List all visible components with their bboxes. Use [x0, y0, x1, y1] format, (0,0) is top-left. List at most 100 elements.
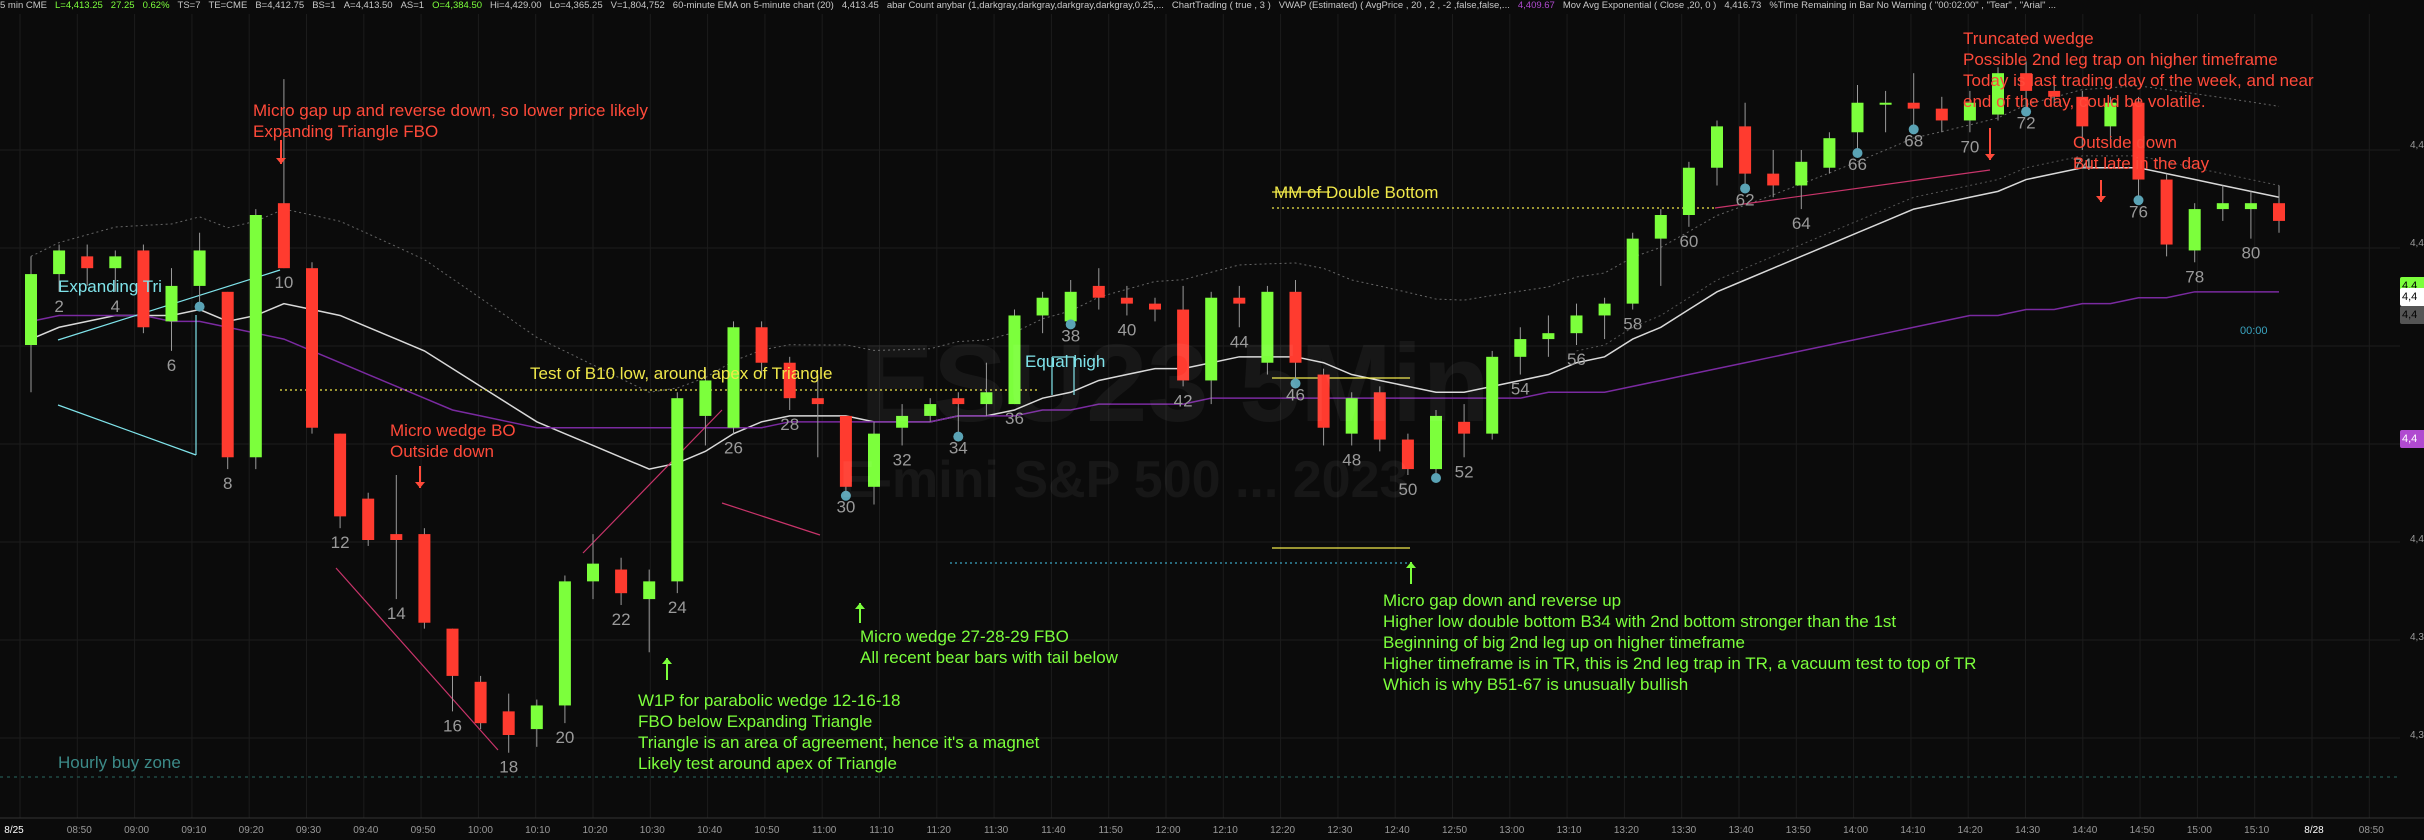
arrow-micro-gap-down-head [1406, 562, 1416, 568]
header-field: A=4,413.50 [343, 0, 393, 11]
candle-body [558, 581, 571, 706]
header-field: 0.62% [142, 0, 170, 11]
header-field: VWAP (Estimated) ( AvgPrice , 20 , 2 , -… [1278, 0, 1510, 11]
header-field: %Time Remaining in Bar No Warning ( "00:… [1769, 0, 2057, 11]
bar-label: 2 [54, 297, 63, 316]
candle-body [1261, 291, 1274, 363]
header-field: TS=7 [177, 0, 201, 11]
annotation-expanding-tri: Expanding Tri [58, 277, 162, 296]
candle-body [924, 404, 937, 416]
time-axis-label: 13:40 [1728, 825, 1754, 836]
arrow-w1p-head [662, 658, 672, 664]
header-field: Lo=4,365.25 [549, 0, 603, 11]
candle-body [390, 534, 403, 540]
candle-body [699, 380, 712, 416]
channel-bands [30, 85, 2280, 393]
time-axis-label: 12:20 [1270, 825, 1296, 836]
candle-body [137, 250, 150, 328]
bar-label: 40 [1117, 320, 1136, 339]
candle-body [587, 563, 599, 582]
candle-body [418, 534, 431, 623]
signal-dot [2133, 195, 2144, 206]
candle-body [1177, 309, 1190, 381]
arrow-truncated-wedge-head [1985, 154, 1995, 160]
candle-body [1992, 73, 2004, 115]
candle-body [1514, 339, 1527, 357]
candle-body [755, 327, 768, 363]
time-axis-label: 12:10 [1212, 825, 1238, 836]
time-axis-label: 8/25 [4, 825, 24, 836]
bar-label: 54 [1511, 380, 1530, 399]
header-field: TE=CME [208, 0, 248, 11]
candle-body [1654, 215, 1667, 239]
arrow-outside-down-head [2096, 196, 2106, 202]
header-field: BS=1 [312, 0, 336, 11]
time-axis-label: 10:50 [754, 825, 780, 836]
time-axis-label: 11:00 [812, 825, 837, 836]
candle-body [306, 268, 318, 428]
signal-dot [1290, 378, 1301, 389]
annotation-micro-gap-down: Micro gap down and reverse up Higher low… [1383, 591, 1977, 694]
time-axis-label: 11:50 [1098, 825, 1123, 836]
signal-dot [1740, 183, 1751, 194]
bar-label: 26 [724, 439, 743, 458]
annotation-w1p: W1P for parabolic wedge 12-16-18 FBO bel… [638, 691, 1040, 773]
candle-body [362, 498, 375, 540]
parabolic-wedge-line [335, 567, 499, 751]
candle-body [193, 250, 206, 286]
header-field: 4,416.73 [1724, 0, 1762, 11]
candle-body [334, 433, 347, 517]
time-axis-label: 10:10 [525, 825, 551, 836]
bar-label: 78 [2185, 267, 2204, 286]
candle-body [1486, 356, 1499, 434]
candle-body [165, 285, 178, 322]
candle-body [1598, 303, 1611, 316]
header-field: L=4,413.25 [54, 0, 103, 11]
signal-dot [1065, 319, 1076, 330]
candle-body [2216, 203, 2229, 210]
candle-body [2048, 90, 2061, 97]
candle-body [1963, 102, 1976, 121]
time-axis-label: 13:00 [1499, 825, 1525, 836]
annotation-micro-wedge-fbo: Micro wedge 27-28-29 FBO All recent bear… [860, 627, 1118, 667]
header-field: 4,413.45 [841, 0, 879, 11]
signal-dot [840, 490, 851, 501]
time-axis-label: 13:20 [1613, 825, 1639, 836]
bar-label: 30 [836, 498, 855, 517]
candle-body [446, 628, 459, 676]
annotation-outside-down: Outside down But late in the day [2073, 133, 2210, 173]
candle-body [1879, 102, 1892, 105]
candle-body [2273, 203, 2285, 221]
header-field: Mov Avg Exponential ( Close ,20, 0 ) [1562, 0, 1717, 11]
bar-label: 60 [1679, 232, 1698, 251]
time-axis-label: 12:50 [1441, 825, 1468, 836]
price-axis-label: 4,3 [2410, 632, 2424, 643]
time-axis-label: 14:10 [1900, 825, 1926, 836]
candle-body [1767, 173, 1780, 186]
candle-body [221, 291, 234, 458]
time-axis-label: 8/28 [2304, 825, 2324, 836]
truncated-wedge-line [1714, 169, 1991, 209]
annotation-equal-high: Equal high [1025, 352, 1106, 371]
time-axis-label: 14:30 [2014, 825, 2041, 836]
candle-body [1149, 303, 1161, 310]
ema-path [30, 166, 2280, 470]
time-axis-label: 15:00 [2186, 825, 2212, 836]
candle-body [980, 392, 993, 405]
time-axis-label: 08:50 [2358, 825, 2384, 836]
bar-label: 80 [2241, 244, 2260, 263]
signal-dot [1852, 148, 1863, 158]
price-axis-label: 4,4 [2410, 534, 2424, 545]
bar-label: 42 [1174, 391, 1193, 410]
annotation-truncated-wedge: Truncated wedge Possible 2nd leg trap on… [1963, 29, 2314, 111]
expanding-tri-lower-line [57, 404, 197, 456]
price-tag: 4,4 [2400, 288, 2424, 306]
bar-label: 66 [1848, 155, 1867, 174]
watermark-description: E-mini S&P 500 ... 2023 [840, 451, 1409, 509]
candle-body [1570, 315, 1583, 334]
candle-body [1935, 108, 1948, 121]
bar-label: 56 [1567, 350, 1586, 369]
candle-body [1823, 138, 1836, 168]
candle-body [1092, 285, 1105, 298]
